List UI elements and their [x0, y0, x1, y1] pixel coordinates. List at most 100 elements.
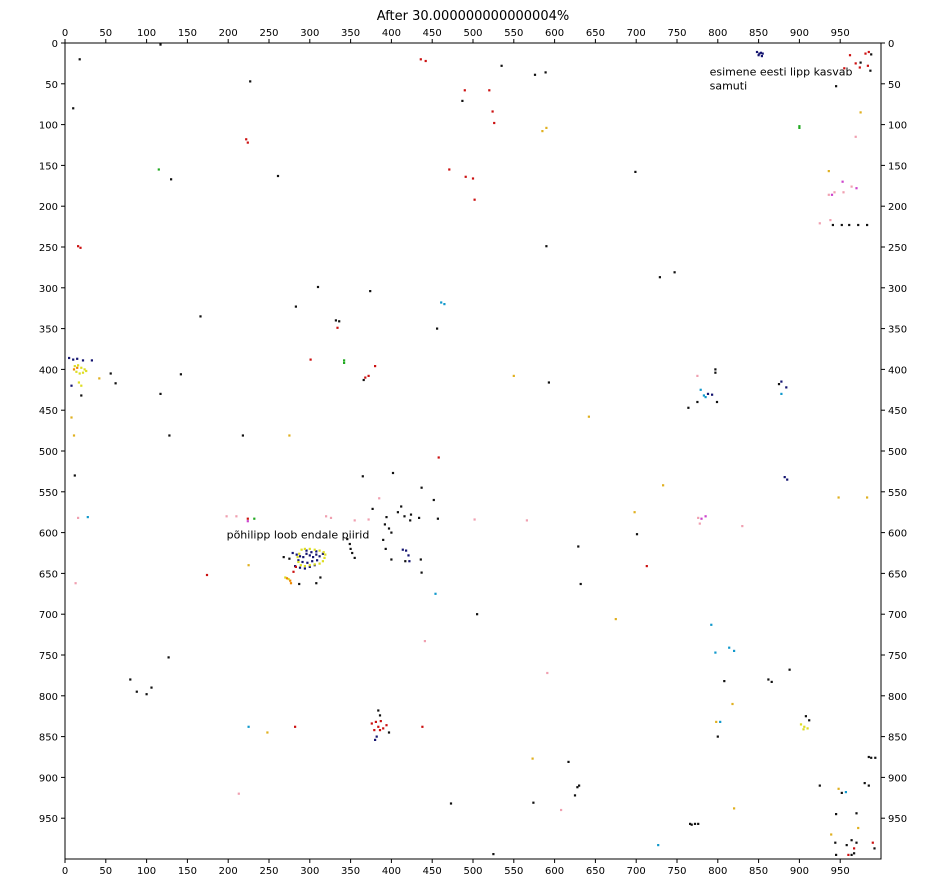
data-point — [157, 168, 160, 171]
annotation-text: samuti — [710, 80, 748, 93]
data-point — [634, 170, 637, 173]
data-point — [90, 359, 93, 362]
data-point — [837, 787, 840, 790]
data-point — [401, 548, 404, 551]
data-point — [829, 219, 832, 222]
data-point — [315, 582, 318, 585]
data-point — [378, 497, 381, 500]
data-point — [473, 518, 476, 521]
data-point — [855, 812, 858, 815]
data-point — [367, 518, 370, 521]
y-tick-label-right: 200 — [888, 202, 907, 213]
x-tick-label-top: 200 — [219, 28, 238, 39]
data-point — [323, 556, 326, 559]
data-point — [799, 723, 803, 726]
data-point — [831, 223, 834, 227]
data-point — [697, 822, 700, 825]
data-point — [246, 141, 249, 144]
data-point — [783, 476, 786, 479]
data-point — [731, 702, 734, 706]
data-point — [863, 782, 866, 785]
x-tick-label-top: 550 — [504, 28, 523, 39]
x-tick-label-bottom: 350 — [341, 866, 360, 877]
data-point — [299, 564, 302, 567]
data-point — [77, 245, 80, 248]
data-point — [79, 246, 82, 249]
data-point — [733, 807, 736, 810]
data-point — [370, 722, 373, 725]
data-point — [68, 356, 71, 360]
data-point — [689, 822, 692, 825]
data-point — [545, 245, 548, 248]
data-point — [857, 826, 860, 830]
data-point — [710, 623, 713, 626]
data-point — [614, 618, 617, 621]
data-point — [867, 50, 870, 54]
data-point — [855, 187, 858, 190]
data-point — [844, 791, 847, 794]
data-point — [476, 613, 479, 616]
x-tick-label-bottom: 700 — [627, 866, 646, 877]
data-point — [512, 374, 515, 377]
data-point — [167, 656, 170, 659]
data-point — [409, 519, 412, 522]
x-tick-label-bottom: 600 — [545, 866, 564, 877]
data-point — [129, 678, 132, 681]
data-point — [471, 177, 475, 180]
data-point — [109, 372, 112, 375]
y-tick-label-left: 750 — [39, 651, 58, 662]
y-tick-label-left: 850 — [39, 733, 58, 744]
data-point — [85, 369, 88, 373]
data-point — [374, 738, 377, 741]
data-point — [420, 571, 423, 574]
data-point — [845, 844, 848, 847]
data-point — [408, 560, 411, 563]
data-point — [587, 415, 590, 418]
data-point — [298, 552, 301, 555]
data-point — [866, 496, 869, 499]
data-point — [545, 126, 548, 129]
data-point — [205, 573, 209, 577]
y-tick-label-left: 650 — [39, 569, 58, 580]
data-point — [843, 67, 846, 70]
data-point — [284, 576, 287, 579]
x-tick-label-top: 900 — [790, 28, 809, 39]
y-tick-label-right: 850 — [888, 733, 907, 744]
data-point — [289, 582, 293, 585]
data-point — [531, 757, 534, 760]
data-point — [282, 556, 285, 559]
y-tick-label-right: 350 — [888, 325, 907, 336]
y-tick-label-left: 50 — [45, 80, 58, 91]
data-point — [690, 823, 693, 826]
data-point — [714, 651, 717, 654]
y-tick-label-right: 900 — [888, 773, 907, 784]
x-tick-label-top: 750 — [667, 28, 686, 39]
data-point — [310, 551, 313, 554]
data-point — [873, 847, 876, 850]
data-point — [77, 364, 80, 367]
y-tick-label-right: 300 — [888, 284, 907, 295]
data-point — [73, 474, 76, 477]
data-point — [777, 383, 781, 386]
data-point — [715, 720, 718, 723]
data-point — [321, 560, 324, 563]
data-point — [874, 756, 877, 759]
data-point — [309, 358, 312, 361]
data-point — [329, 516, 333, 519]
data-point — [866, 223, 869, 227]
y-tick-label-left: 400 — [39, 365, 58, 376]
data-point — [867, 755, 870, 759]
data-point — [840, 791, 843, 794]
data-point — [436, 517, 439, 520]
data-point — [353, 556, 356, 559]
data-point — [798, 126, 801, 129]
data-point — [308, 554, 311, 557]
data-point — [818, 222, 821, 225]
data-point — [464, 175, 467, 178]
data-point — [864, 52, 867, 55]
data-point — [170, 178, 173, 181]
data-point — [391, 471, 395, 475]
y-tick-label-left: 700 — [39, 610, 58, 621]
